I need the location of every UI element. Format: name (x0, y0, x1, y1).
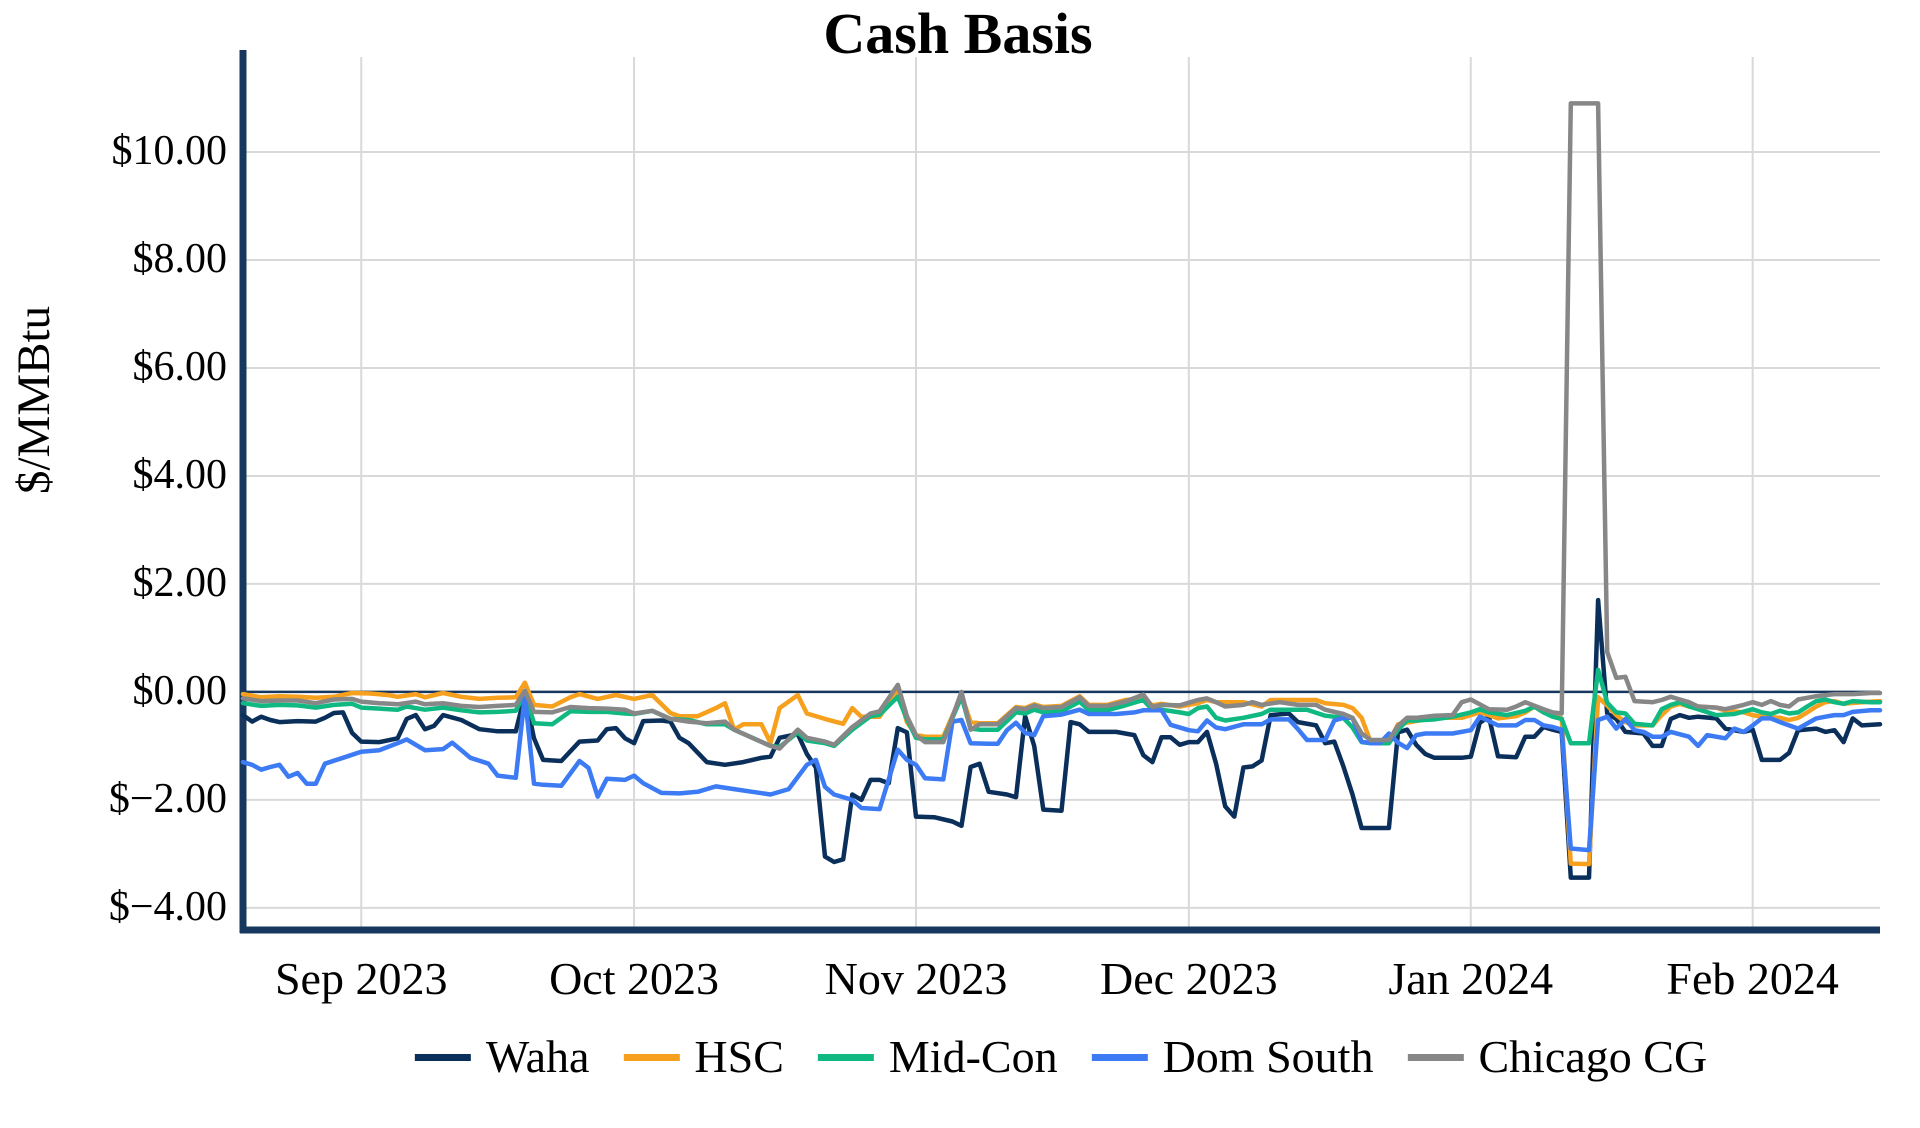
series-line-chicago-cg (240, 101, 1883, 751)
legend-swatch-chicago-cg (1407, 1053, 1464, 1061)
legend-item-hsc: HSC (623, 1031, 784, 1083)
series-line-waha (240, 597, 1883, 880)
y-tick-label: $−4.00 (108, 883, 227, 930)
y-tick-label: $2.00 (132, 559, 228, 606)
legend-swatch-waha (414, 1053, 471, 1061)
legend-label: HSC (694, 1031, 784, 1082)
legend-swatch-dom-south (1091, 1053, 1148, 1061)
y-tick-label: $10.00 (111, 128, 228, 175)
legend-swatch-mid-con (817, 1053, 874, 1061)
legend-item-mid-con: Mid-Con (817, 1031, 1058, 1083)
y-tick-label: $0.00 (132, 667, 228, 714)
series-line-dom-south (240, 692, 1883, 853)
legend-label: Mid-Con (888, 1031, 1058, 1082)
x-tick-label: Dec 2023 (1100, 953, 1278, 1004)
x-tick-label: Nov 2023 (824, 953, 1008, 1004)
legend-item-dom-south: Dom South (1091, 1031, 1374, 1083)
y-tick-label: $4.00 (132, 451, 228, 498)
legend-item-chicago-cg: Chicago CG (1407, 1031, 1708, 1083)
legend-label: Chicago CG (1478, 1031, 1708, 1082)
legend-swatch-hsc (623, 1053, 680, 1061)
legend: Waha HSC Mid-Con Dom South Chicago CG (414, 1031, 1708, 1083)
x-tick-label: Jan 2024 (1388, 953, 1554, 1004)
x-tick-label: Oct 2023 (549, 953, 720, 1004)
legend-item-waha: Waha (414, 1031, 590, 1083)
y-tick-label: $−2.00 (108, 775, 227, 822)
y-tick-label: $6.00 (132, 344, 228, 391)
x-tick-label: Feb 2024 (1666, 953, 1839, 1004)
legend-label: Dom South (1162, 1031, 1374, 1082)
legend-label: Waha (485, 1031, 590, 1082)
y-tick-label: $8.00 (132, 236, 228, 283)
x-tick-label: Sep 2023 (274, 953, 448, 1004)
chart-title: Cash Basis (823, 1, 1093, 66)
